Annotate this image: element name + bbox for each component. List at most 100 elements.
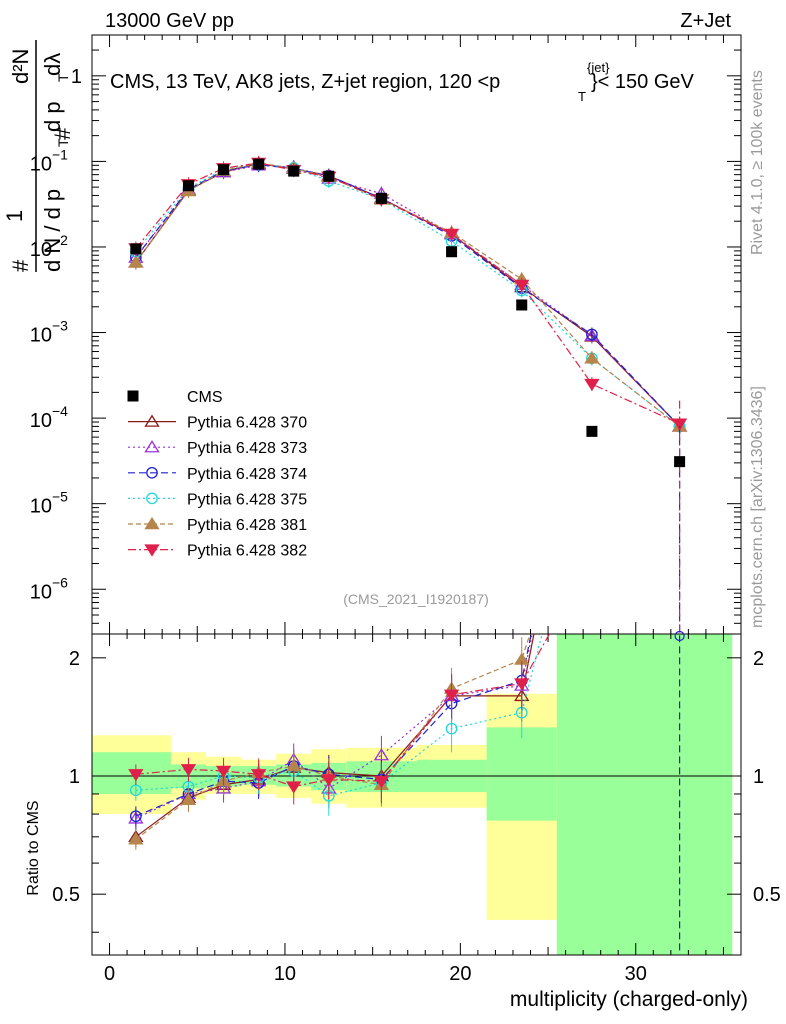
x-tick-label: 30 xyxy=(625,963,647,985)
ylabel-hash-1: # xyxy=(8,259,33,272)
data-point xyxy=(128,255,144,268)
ratio-point xyxy=(130,784,142,797)
legend-marker xyxy=(146,466,158,479)
ratio-point xyxy=(128,769,144,782)
ratio-point xyxy=(286,781,302,794)
y-tick-label: 10 −1 xyxy=(30,146,68,175)
ratio-point xyxy=(130,810,142,823)
y-tick-label: 10 −4 xyxy=(30,403,68,432)
svg-text:−3: −3 xyxy=(52,318,68,334)
legend-item-2: Pythia 6.428 373 xyxy=(128,440,307,457)
ratio-y-tick-label-right: 0.5 xyxy=(753,884,781,906)
ratio-y-tick-label: 0.5 xyxy=(52,884,80,906)
ratio-point xyxy=(373,776,390,789)
ratio-point xyxy=(445,722,458,735)
cms-point xyxy=(446,246,458,258)
cms-point xyxy=(253,158,265,170)
legend-label: Pythia 6.428 373 xyxy=(187,440,307,457)
cms-point xyxy=(182,180,194,192)
legend-marker xyxy=(144,414,160,427)
ylabel-dl: dλ xyxy=(40,53,65,76)
x-axis-label: multiplicity (charged-only) xyxy=(510,988,748,1011)
y-axis-label-top: # 1 d N / d p T # d²N d p T dλ xyxy=(2,40,75,272)
x-tick-label: 0 xyxy=(104,963,115,985)
data-point xyxy=(514,279,530,293)
data-point xyxy=(443,228,460,242)
svg-text:−6: −6 xyxy=(52,574,68,590)
ratio-y-tick-label: 2 xyxy=(69,648,80,670)
ratio-point xyxy=(514,678,530,691)
svg-text:−1: −1 xyxy=(52,146,68,162)
y-tick-label: 10 −6 xyxy=(30,574,68,603)
legend-label: Pythia 6.428 381 xyxy=(187,517,307,534)
data-marks xyxy=(128,155,688,955)
legend-label: Pythia 6.428 382 xyxy=(187,543,307,560)
ratio-point xyxy=(128,832,144,845)
cms-point xyxy=(323,170,335,182)
ylabel-one: 1 xyxy=(2,210,27,222)
cms-point xyxy=(674,456,686,468)
ylabel-dn: d N / d p xyxy=(40,189,65,272)
ylabel-d2n: d²N xyxy=(8,49,33,84)
svg-text:1: 1 xyxy=(71,66,82,88)
cms-point xyxy=(288,165,300,177)
cms-data xyxy=(130,158,686,468)
header-right: Z+Jet xyxy=(680,10,731,32)
data-point xyxy=(586,328,598,341)
mcplots-label: mcplots.cern.ch [arXiv:1306.3436] xyxy=(749,386,766,628)
title-tail: }< 150 GeV xyxy=(591,71,695,93)
ratio-point xyxy=(373,748,390,761)
title-sup: {jet} xyxy=(587,60,610,75)
svg-text:10: 10 xyxy=(30,496,52,518)
legend-marker xyxy=(144,544,160,557)
ratio-point xyxy=(250,769,267,782)
ratio-point xyxy=(180,792,197,805)
band-green xyxy=(556,634,627,955)
band-green xyxy=(486,727,557,821)
data-point xyxy=(584,378,600,392)
legend-label: Pythia 6.428 374 xyxy=(187,466,307,483)
legend-item-3: Pythia 6.428 374 xyxy=(128,466,307,483)
ylabel-t2: T xyxy=(55,73,71,82)
ratio-point xyxy=(215,765,232,779)
analysis-tag: (CMS_2021_I1920187) xyxy=(343,591,489,607)
ratio-y-tick-label-right: 1 xyxy=(753,766,764,788)
ratio-y-tick-label-right: 2 xyxy=(753,648,764,670)
legend-label: Pythia 6.428 370 xyxy=(187,415,307,432)
legend-label: CMS xyxy=(187,389,223,406)
y-tick-label: 10 −5 xyxy=(30,489,68,518)
y-tick-label: 1 xyxy=(71,66,82,88)
legend-marker xyxy=(144,440,160,453)
svg-text:10: 10 xyxy=(30,410,52,432)
ylabel-hash-2: # xyxy=(50,127,75,140)
svg-text:−2: −2 xyxy=(52,232,68,248)
ratio-point xyxy=(443,689,460,702)
x-tick-label: 20 xyxy=(449,963,471,985)
legend-marker xyxy=(144,516,160,530)
series-line xyxy=(135,162,680,425)
svg-text:10: 10 xyxy=(30,239,52,261)
ratio-line xyxy=(135,634,531,840)
header-left: 13000 GeV pp xyxy=(105,10,234,32)
legend-label: Pythia 6.428 375 xyxy=(187,491,307,508)
svg-text:−5: −5 xyxy=(52,489,68,505)
ylabel-dpt: d p xyxy=(40,101,65,132)
y-tick-label: 10 −2 xyxy=(30,232,68,261)
cms-point xyxy=(218,164,230,176)
svg-text:−4: −4 xyxy=(52,403,68,419)
ratio-point xyxy=(674,630,685,642)
data-point xyxy=(584,351,600,364)
legend: CMS Pythia 6.428 370 Pythia 6.428 373 Pythi… xyxy=(127,389,307,560)
title-sub: T xyxy=(578,89,586,104)
rivet-label: Rivet 4.1.0, ≥ 100k events xyxy=(749,70,766,255)
cms-point xyxy=(130,243,142,255)
x-tick-label: 10 xyxy=(274,963,296,985)
legend-marker xyxy=(127,390,139,402)
ratio-panel-frame xyxy=(91,633,742,956)
cms-point xyxy=(586,425,598,437)
legend-item-cms: CMS xyxy=(127,389,223,406)
ratio-point xyxy=(180,764,197,777)
ratio-point xyxy=(321,774,337,787)
